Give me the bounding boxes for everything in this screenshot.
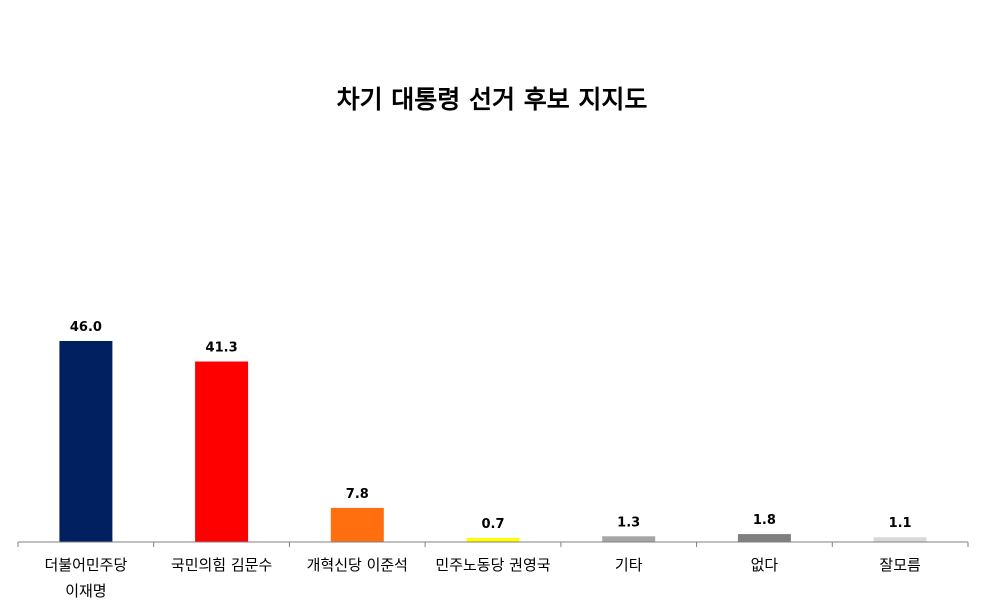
data-label: 1.8 [753,513,776,528]
bar [873,537,927,542]
x-tick-label: 잘모름 [879,556,921,574]
data-label: 46.0 [70,320,102,335]
x-tick-label: 더불어민주당 [44,556,127,574]
x-tick-label: 없다 [751,556,779,574]
x-tick-label: 기타 [615,556,643,574]
value-labels-group: 46.0 41.3 7.8 0.7 1.3 1.8 1.1 [70,320,912,532]
x-ticks-group [17,542,969,547]
bar [466,538,520,542]
bar [330,507,384,542]
x-tick-label: 민주노동당 권영국 [435,556,550,574]
x-tick-label: 이재명 [65,582,106,600]
bar [737,534,791,542]
bar [602,536,656,542]
x-tick-label: 국민의힘 김문수 [171,556,272,574]
bar [59,341,113,542]
chart-title: 차기 대통령 선거 후보 지지도 [337,85,648,114]
bar [195,361,249,542]
data-label: 41.3 [206,341,238,356]
x-tick-label: 개혁신당 이준석 [307,556,408,574]
data-label: 0.7 [481,517,504,532]
bars-group [59,341,927,542]
data-label: 1.3 [617,515,640,530]
data-label: 1.1 [889,516,912,531]
data-label: 7.8 [346,487,369,502]
